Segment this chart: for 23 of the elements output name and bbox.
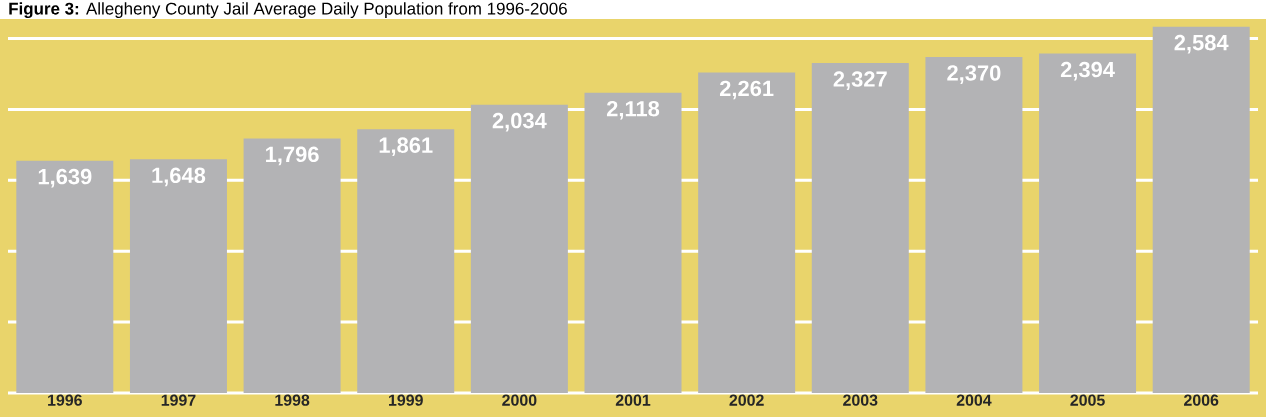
data-label: 1,648	[152, 167, 206, 187]
x-tick-label: 1998	[275, 394, 310, 406]
data-label: 2,034	[492, 112, 547, 132]
x-tick-label: 2001	[615, 394, 651, 406]
data-label: 1,796	[266, 146, 319, 166]
data-label: 2,370	[947, 65, 1001, 84]
x-tick-label: 2002	[729, 394, 764, 406]
x-tick-label: 2005	[1070, 394, 1105, 406]
x-tick-label: 1999	[389, 394, 423, 406]
data-label: 1,639	[38, 168, 92, 188]
data-label: 2,118	[606, 100, 660, 120]
x-tick-label: 2006	[1184, 394, 1219, 406]
data-label: 2,584	[1174, 34, 1229, 54]
chart-title: Figure 3: Allegheny County Jail Average Daily Population from 1996-2006	[9, 2, 567, 19]
data-label: 1,861	[379, 137, 433, 157]
x-tick-label: 2003	[843, 394, 878, 406]
x-tick-label: 1996	[48, 394, 82, 406]
data-label: 2,394	[1060, 61, 1115, 81]
x-tick-label: 2000	[502, 394, 537, 406]
x-tick-label: 1997	[161, 394, 196, 406]
x-tick-label: 2004	[956, 394, 992, 406]
data-label: 2,327	[833, 71, 887, 90]
data-label: 2,261	[719, 80, 774, 100]
